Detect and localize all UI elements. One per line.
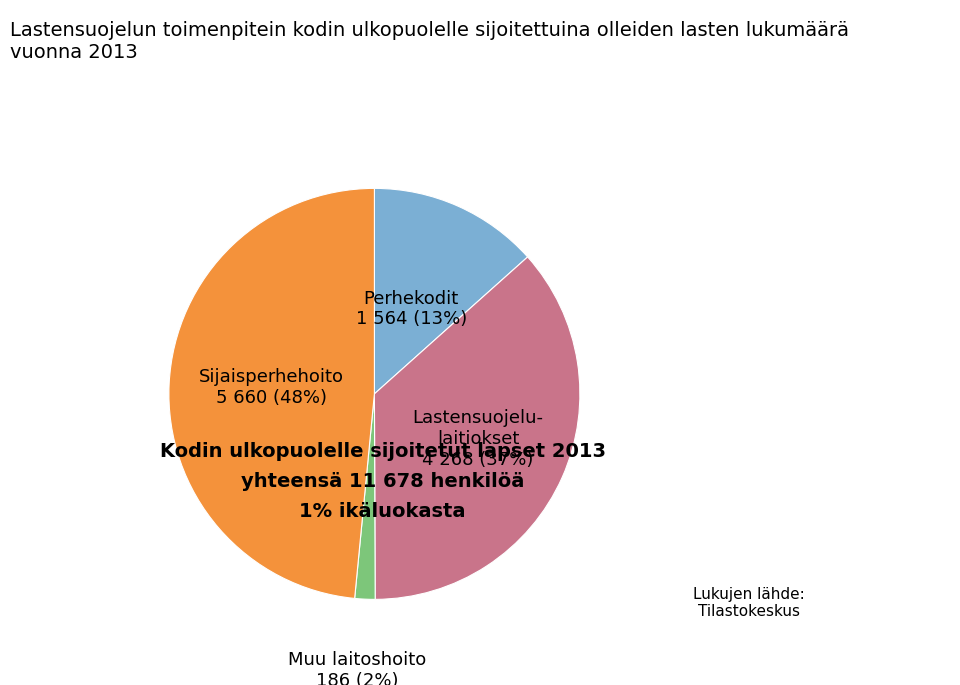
Text: Lastensuojelu-
laitiokset
4 268 (37%): Lastensuojelu- laitiokset 4 268 (37%) (413, 409, 543, 469)
Wedge shape (354, 394, 375, 599)
Text: Sijaisperhehoito
5 660 (48%): Sijaisperhehoito 5 660 (48%) (200, 368, 345, 407)
Wedge shape (169, 188, 374, 599)
Text: Muu laitoshoito
186 (2%): Muu laitoshoito 186 (2%) (288, 651, 426, 685)
Text: yhteensä 11 678 henkilöä: yhteensä 11 678 henkilöä (241, 472, 524, 490)
Text: Perhekodit
1 564 (13%): Perhekodit 1 564 (13%) (355, 290, 467, 328)
Wedge shape (374, 257, 580, 599)
Text: Kodin ulkopuolelle sijoitetut lapset 2013: Kodin ulkopuolelle sijoitetut lapset 201… (159, 442, 606, 461)
Text: Lukujen lähde:
Tilastokeskus: Lukujen lähde: Tilastokeskus (693, 586, 804, 619)
Text: 1% ikäluokasta: 1% ikäluokasta (300, 501, 466, 521)
Text: Lastensuojelun toimenpitein kodin ulkopuolelle sijoitettuina olleiden lasten luk: Lastensuojelun toimenpitein kodin ulkopu… (10, 21, 849, 62)
Wedge shape (374, 188, 528, 394)
